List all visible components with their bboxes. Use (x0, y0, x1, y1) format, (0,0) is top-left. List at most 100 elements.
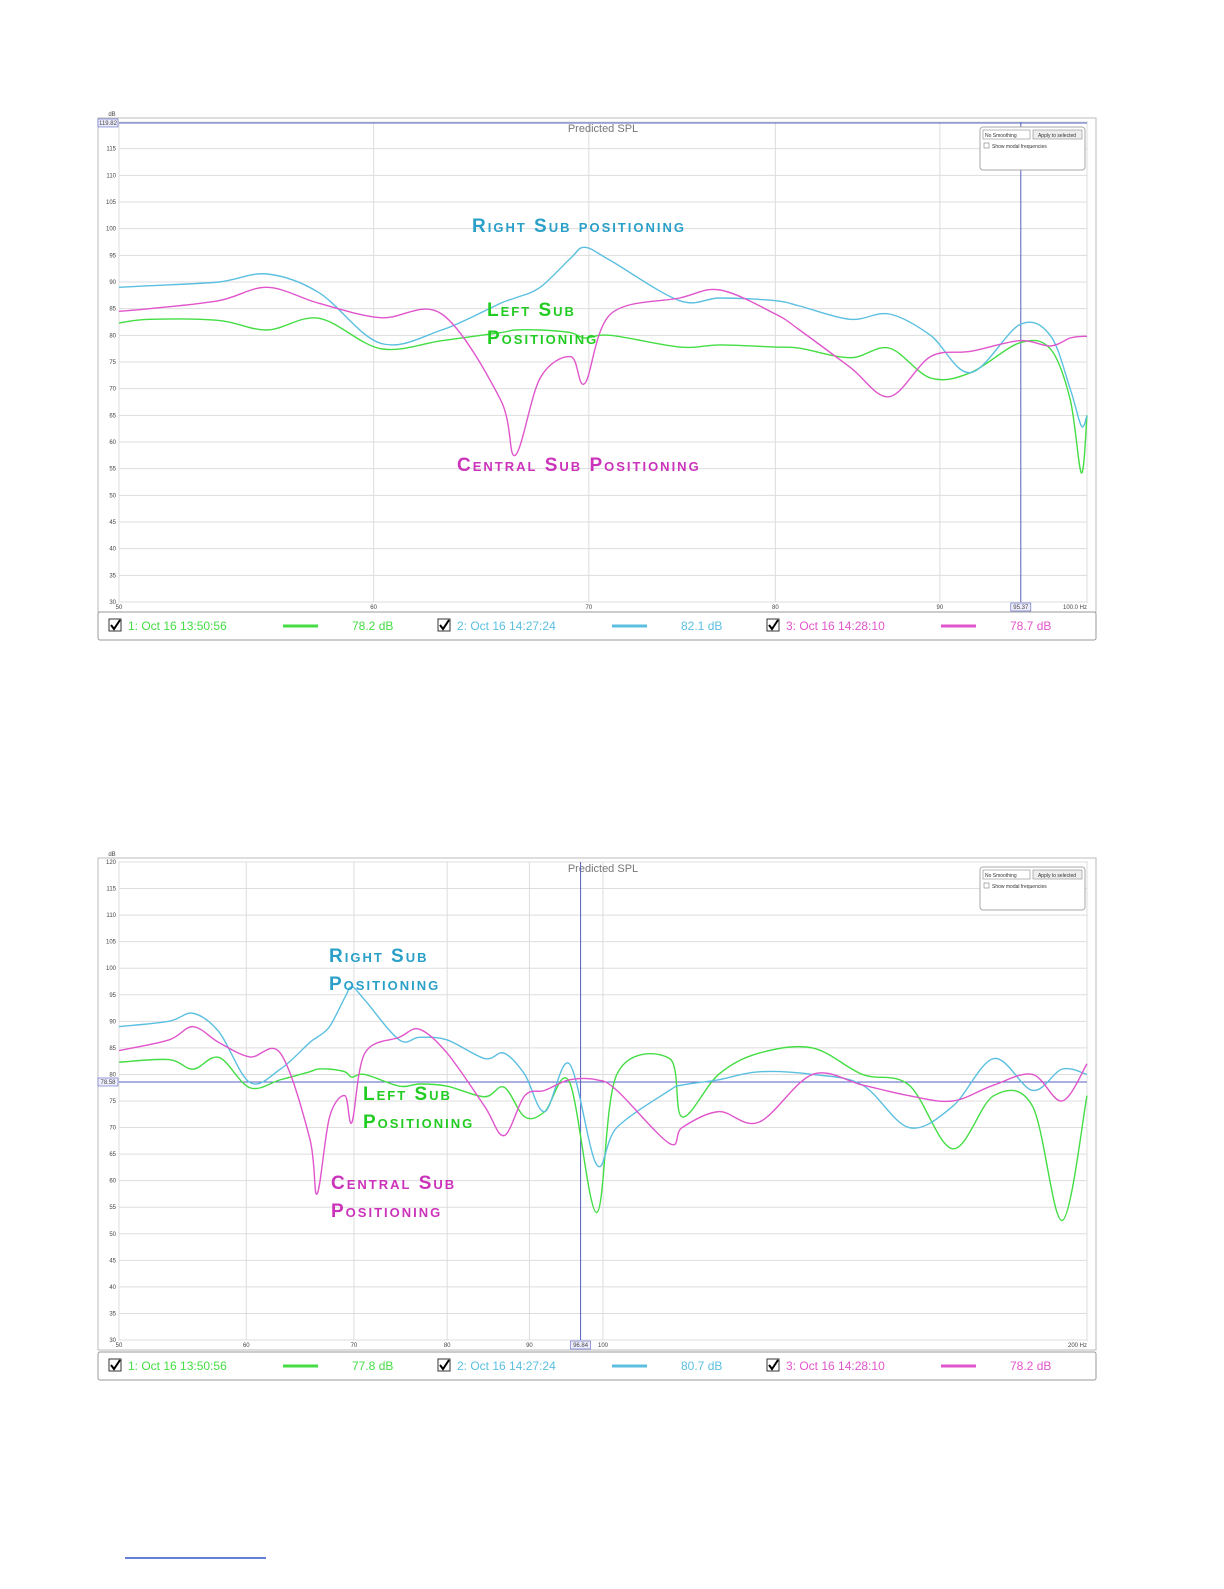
annotation: Right Sub (329, 946, 429, 967)
series-line (118, 317, 1088, 474)
checkmark (110, 1359, 121, 1371)
y-axis-label: dB (108, 112, 115, 118)
series-line (118, 1025, 1088, 1195)
y-tick-label: 30 (109, 1338, 116, 1344)
modal-checkbox[interactable] (983, 882, 990, 889)
y-tick-label: 55 (109, 1205, 116, 1211)
checkmark (110, 619, 121, 631)
y-tick-label: 40 (109, 1285, 116, 1291)
y-tick-label: 35 (109, 1311, 116, 1317)
annotation: Positioning (329, 974, 440, 995)
legend-level: 80.7 dB (681, 1359, 722, 1373)
legend-box (97, 1351, 1097, 1381)
smoothing-label: No Smoothing (985, 133, 1017, 139)
annotation: Left Sub (363, 1084, 452, 1105)
y-tick-label: 80 (109, 1072, 116, 1078)
y-tick-label: 65 (109, 1152, 116, 1158)
cursor-x-box (570, 1340, 591, 1350)
legend-label: 2: Oct 16 14:27:24 (457, 619, 556, 633)
y-tick-label: 40 (109, 547, 116, 553)
x-tick-label: 70 (351, 1343, 358, 1349)
smoothing-select[interactable] (982, 869, 1031, 880)
y-tick-label: 105 (106, 200, 117, 206)
annotation: Right Sub positioning (472, 216, 686, 237)
annotation: Central Sub Positioning (457, 455, 701, 476)
apply-button[interactable] (1032, 129, 1083, 140)
y-tick-label: 115 (106, 147, 116, 153)
legend-level: 82.1 dB (681, 619, 722, 633)
y-tick-label: 120 (106, 860, 117, 866)
y-tick-label: 80 (109, 333, 116, 339)
series-line (118, 1045, 1088, 1222)
checkmark (439, 1359, 450, 1371)
chart: 30 35 40 45 50 55 60 65 70 75 80 85 90 95 100 105 110 115… (97, 852, 1097, 1381)
cursor-y-label: 78.58 (100, 1080, 116, 1086)
annotation: Positioning (487, 328, 598, 349)
annotation: Positioning (331, 1201, 442, 1222)
y-tick-label: 55 (109, 467, 116, 473)
chart-title: Predicted SPL (568, 123, 638, 135)
x-tick-label: 100 (598, 1343, 609, 1349)
cursor-x-label: 95.37 (1013, 605, 1029, 611)
x-tick-label: 80 (444, 1343, 451, 1349)
legend-level: 78.7 dB (1010, 619, 1051, 633)
modal-checkbox[interactable] (983, 142, 990, 149)
x-tick-label: 80 (772, 605, 779, 611)
series-line (118, 246, 1088, 428)
x-tick-label: 50 (116, 1343, 123, 1349)
y-tick-label: 65 (109, 413, 116, 419)
apply-label: Apply to selected (1038, 133, 1076, 139)
y-tick-label: 70 (109, 387, 116, 393)
legend-box (97, 611, 1097, 641)
y-tick-label: 30 (109, 600, 116, 606)
y-tick-label: 85 (109, 1046, 116, 1052)
y-tick-label: 115 (106, 887, 116, 893)
y-tick-label: 95 (109, 993, 116, 999)
y-tick-label: 110 (106, 913, 116, 919)
chart-title: Predicted SPL (568, 863, 638, 875)
cursor-y-label: 119.82 (99, 121, 118, 127)
y-tick-label: 35 (109, 573, 116, 579)
apply-label: Apply to selected (1038, 873, 1076, 879)
y-tick-label: 60 (109, 440, 116, 446)
legend-label: 1: Oct 16 13:50:56 (128, 619, 227, 633)
series-line (118, 286, 1088, 457)
checkmark (768, 619, 779, 631)
y-tick-label: 75 (109, 1099, 116, 1105)
y-tick-label: 90 (109, 1019, 116, 1025)
y-tick-label: 100 (106, 227, 117, 233)
x-tick-label: 90 (526, 1343, 533, 1349)
y-tick-label: 110 (106, 173, 116, 179)
y-tick-label: 45 (109, 1258, 116, 1264)
x-tick-label: 100.0 Hz (1063, 605, 1087, 611)
x-tick-label: 70 (586, 605, 593, 611)
modal-label: Show modal frequencies (992, 884, 1047, 890)
y-tick-label: 50 (109, 1232, 116, 1238)
checkmark (768, 1359, 779, 1371)
cursor-y-box (97, 1077, 119, 1087)
x-tick-label: 200 Hz (1068, 1343, 1087, 1349)
cursor-x-label: 96.84 (573, 1343, 589, 1349)
y-tick-label: 95 (109, 253, 116, 259)
smoothing-label: No Smoothing (985, 873, 1017, 879)
y-tick-label: 90 (109, 280, 116, 286)
legend-label: 1: Oct 16 13:50:56 (128, 1359, 227, 1373)
legend-label: 2: Oct 16 14:27:24 (457, 1359, 556, 1373)
cursor-x-box (1010, 602, 1032, 612)
legend-label: 3: Oct 16 14:28:10 (786, 1359, 885, 1373)
legend-level: 78.2 dB (1010, 1359, 1051, 1373)
y-tick-label: 70 (109, 1126, 116, 1132)
y-tick-label: 50 (109, 493, 116, 499)
legend-label: 3: Oct 16 14:28:10 (786, 619, 885, 633)
annotation: Left Sub (487, 300, 576, 321)
apply-button[interactable] (1032, 869, 1083, 880)
y-tick-label: 60 (109, 1179, 116, 1185)
modal-label: Show modal frequencies (992, 144, 1047, 150)
series-line (118, 986, 1088, 1168)
annotation: Positioning (363, 1112, 474, 1133)
x-tick-label: 60 (243, 1343, 250, 1349)
smoothing-select[interactable] (982, 129, 1031, 140)
annotation: Central Sub (331, 1173, 456, 1194)
y-tick-label: 105 (106, 940, 117, 946)
